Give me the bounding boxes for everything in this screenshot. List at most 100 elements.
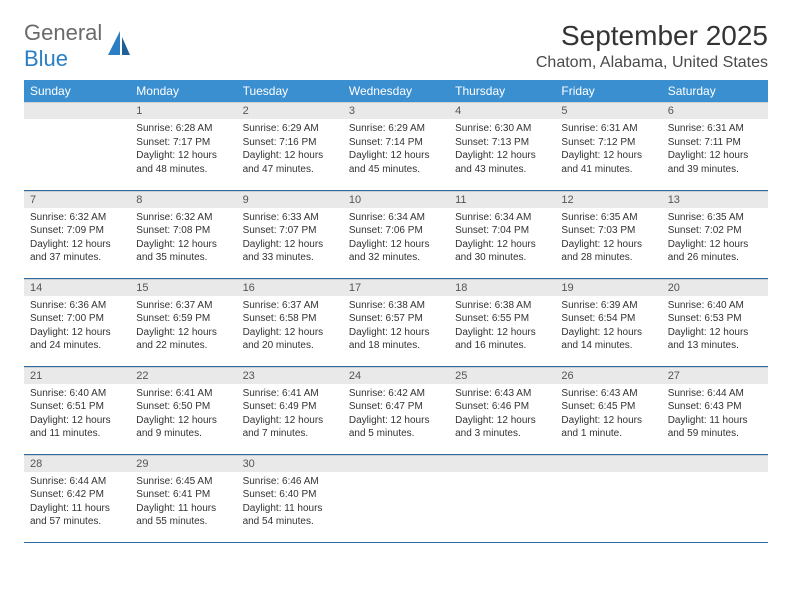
- detail-line: and 43 minutes.: [455, 163, 549, 177]
- calendar-cell: [662, 454, 768, 542]
- day-number: 25: [449, 367, 555, 384]
- detail-line: Sunrise: 6:45 AM: [136, 475, 230, 489]
- day-details: Sunrise: 6:40 AMSunset: 6:53 PMDaylight:…: [662, 296, 768, 357]
- detail-line: Sunrise: 6:35 AM: [668, 211, 762, 225]
- day-number: [343, 455, 449, 472]
- calendar-cell: 17Sunrise: 6:38 AMSunset: 6:57 PMDayligh…: [343, 278, 449, 366]
- detail-line: Daylight: 12 hours: [136, 326, 230, 340]
- day-number: 12: [555, 191, 661, 208]
- day-number: 14: [24, 279, 130, 296]
- detail-line: Sunset: 6:55 PM: [455, 312, 549, 326]
- day-details: Sunrise: 6:31 AMSunset: 7:12 PMDaylight:…: [555, 119, 661, 180]
- day-details: Sunrise: 6:40 AMSunset: 6:51 PMDaylight:…: [24, 384, 130, 445]
- logo-text-blue: Blue: [24, 46, 68, 71]
- calendar-week: 7Sunrise: 6:32 AMSunset: 7:09 PMDaylight…: [24, 190, 768, 278]
- detail-line: Sunrise: 6:41 AM: [136, 387, 230, 401]
- calendar-cell: 4Sunrise: 6:30 AMSunset: 7:13 PMDaylight…: [449, 102, 555, 190]
- day-details: Sunrise: 6:36 AMSunset: 7:00 PMDaylight:…: [24, 296, 130, 357]
- detail-line: Sunrise: 6:34 AM: [349, 211, 443, 225]
- detail-line: Sunset: 7:11 PM: [668, 136, 762, 150]
- calendar-cell: 20Sunrise: 6:40 AMSunset: 6:53 PMDayligh…: [662, 278, 768, 366]
- calendar-cell: 18Sunrise: 6:38 AMSunset: 6:55 PMDayligh…: [449, 278, 555, 366]
- detail-line: and 30 minutes.: [455, 251, 549, 265]
- detail-line: Daylight: 11 hours: [30, 502, 124, 516]
- detail-line: Sunset: 6:57 PM: [349, 312, 443, 326]
- detail-line: and 1 minute.: [561, 427, 655, 441]
- location: Chatom, Alabama, United States: [536, 54, 768, 72]
- calendar-cell: 2Sunrise: 6:29 AMSunset: 7:16 PMDaylight…: [237, 102, 343, 190]
- day-details: Sunrise: 6:39 AMSunset: 6:54 PMDaylight:…: [555, 296, 661, 357]
- detail-line: Sunrise: 6:31 AM: [561, 122, 655, 136]
- weekday-header: Tuesday: [237, 80, 343, 102]
- detail-line: Daylight: 12 hours: [30, 238, 124, 252]
- calendar-cell: [24, 102, 130, 190]
- day-details: Sunrise: 6:32 AMSunset: 7:08 PMDaylight:…: [130, 208, 236, 269]
- day-details: [555, 472, 661, 479]
- detail-line: Sunset: 7:12 PM: [561, 136, 655, 150]
- detail-line: Daylight: 12 hours: [30, 414, 124, 428]
- detail-line: Sunset: 6:59 PM: [136, 312, 230, 326]
- detail-line: Sunset: 6:50 PM: [136, 400, 230, 414]
- detail-line: and 54 minutes.: [243, 515, 337, 529]
- calendar-cell: 23Sunrise: 6:41 AMSunset: 6:49 PMDayligh…: [237, 366, 343, 454]
- weekday-row: Sunday Monday Tuesday Wednesday Thursday…: [24, 80, 768, 102]
- day-number: 23: [237, 367, 343, 384]
- detail-line: Daylight: 11 hours: [668, 414, 762, 428]
- detail-line: and 47 minutes.: [243, 163, 337, 177]
- detail-line: Daylight: 12 hours: [30, 326, 124, 340]
- weekday-header: Friday: [555, 80, 661, 102]
- detail-line: Sunset: 7:09 PM: [30, 224, 124, 238]
- detail-line: Daylight: 12 hours: [349, 149, 443, 163]
- detail-line: Sunset: 6:42 PM: [30, 488, 124, 502]
- day-number: 20: [662, 279, 768, 296]
- detail-line: and 57 minutes.: [30, 515, 124, 529]
- detail-line: Sunrise: 6:32 AM: [136, 211, 230, 225]
- day-details: [24, 119, 130, 126]
- day-details: Sunrise: 6:37 AMSunset: 6:59 PMDaylight:…: [130, 296, 236, 357]
- day-number: 9: [237, 191, 343, 208]
- day-number: 4: [449, 102, 555, 119]
- detail-line: Sunset: 6:43 PM: [668, 400, 762, 414]
- calendar-cell: [343, 454, 449, 542]
- detail-line: Sunset: 6:58 PM: [243, 312, 337, 326]
- day-details: [449, 472, 555, 479]
- detail-line: Daylight: 12 hours: [668, 238, 762, 252]
- day-number: 21: [24, 367, 130, 384]
- calendar-cell: 22Sunrise: 6:41 AMSunset: 6:50 PMDayligh…: [130, 366, 236, 454]
- detail-line: and 16 minutes.: [455, 339, 549, 353]
- detail-line: Sunrise: 6:44 AM: [668, 387, 762, 401]
- detail-line: and 55 minutes.: [136, 515, 230, 529]
- detail-line: Daylight: 12 hours: [349, 414, 443, 428]
- detail-line: and 11 minutes.: [30, 427, 124, 441]
- detail-line: Daylight: 12 hours: [243, 238, 337, 252]
- weekday-header: Thursday: [449, 80, 555, 102]
- weekday-header: Wednesday: [343, 80, 449, 102]
- day-details: [343, 472, 449, 479]
- detail-line: Sunset: 7:03 PM: [561, 224, 655, 238]
- day-details: Sunrise: 6:43 AMSunset: 6:45 PMDaylight:…: [555, 384, 661, 445]
- detail-line: Sunset: 7:14 PM: [349, 136, 443, 150]
- day-details: Sunrise: 6:35 AMSunset: 7:03 PMDaylight:…: [555, 208, 661, 269]
- detail-line: Daylight: 12 hours: [561, 238, 655, 252]
- calendar-cell: 8Sunrise: 6:32 AMSunset: 7:08 PMDaylight…: [130, 190, 236, 278]
- detail-line: and 13 minutes.: [668, 339, 762, 353]
- detail-line: and 45 minutes.: [349, 163, 443, 177]
- detail-line: Sunset: 6:47 PM: [349, 400, 443, 414]
- detail-line: Sunrise: 6:40 AM: [668, 299, 762, 313]
- calendar-cell: 29Sunrise: 6:45 AMSunset: 6:41 PMDayligh…: [130, 454, 236, 542]
- detail-line: and 26 minutes.: [668, 251, 762, 265]
- calendar-week: 21Sunrise: 6:40 AMSunset: 6:51 PMDayligh…: [24, 366, 768, 454]
- detail-line: and 24 minutes.: [30, 339, 124, 353]
- day-details: Sunrise: 6:37 AMSunset: 6:58 PMDaylight:…: [237, 296, 343, 357]
- day-details: Sunrise: 6:44 AMSunset: 6:42 PMDaylight:…: [24, 472, 130, 533]
- detail-line: and 5 minutes.: [349, 427, 443, 441]
- month-title: September 2025: [536, 20, 768, 52]
- detail-line: and 48 minutes.: [136, 163, 230, 177]
- detail-line: Sunset: 7:08 PM: [136, 224, 230, 238]
- calendar-cell: 25Sunrise: 6:43 AMSunset: 6:46 PMDayligh…: [449, 366, 555, 454]
- detail-line: Daylight: 11 hours: [243, 502, 337, 516]
- day-number: 11: [449, 191, 555, 208]
- weekday-header: Saturday: [662, 80, 768, 102]
- detail-line: Sunset: 6:46 PM: [455, 400, 549, 414]
- detail-line: Daylight: 12 hours: [455, 238, 549, 252]
